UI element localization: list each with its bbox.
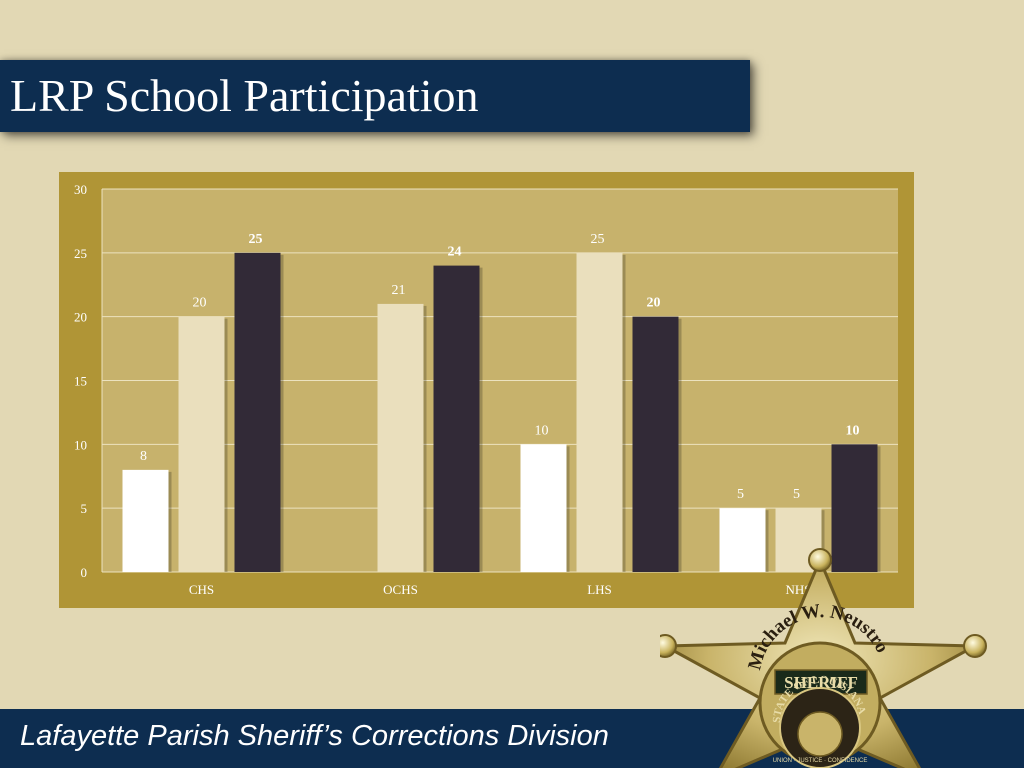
data-label: 25: [249, 232, 263, 247]
data-label: 20: [193, 296, 207, 311]
bar: [719, 508, 766, 572]
bar: [122, 469, 169, 572]
x-tick-label: OCHS: [383, 582, 418, 597]
y-tick-label: 15: [74, 374, 87, 389]
data-label: 5: [793, 487, 800, 502]
bar: [831, 444, 878, 572]
data-label: 24: [448, 245, 462, 260]
data-label: 10: [846, 423, 860, 438]
badge-rank: SHERIFF: [784, 673, 858, 692]
x-tick-label: LHS: [587, 582, 612, 597]
title-bar: LRP School Participation: [0, 60, 750, 132]
y-tick-label: 25: [74, 246, 87, 261]
data-label: 20: [647, 296, 661, 311]
bar-chart: 0 5 10 15 20 25 30 8 20 25 CHS 21 24 OCHS 10 25 20 LHS 5 5 1…: [74, 182, 898, 597]
data-label: 5: [737, 487, 744, 502]
chart-panel: 0 5 10 15 20 25 30 8 20 25 CHS 21 24 OCHS 10 25 20 LHS 5 5 1…: [59, 172, 914, 608]
bar: [377, 303, 424, 572]
badge-motto: UNION · JUSTICE · CONFIDENCE: [773, 758, 868, 764]
sheriff-star-badge-icon: Michael W. Neustrom SHERIFF STATE OF LOU…: [660, 548, 987, 768]
y-tick-label: 5: [81, 501, 88, 516]
data-label: 8: [140, 449, 147, 464]
y-tick-label: 30: [74, 182, 87, 197]
bar: [520, 444, 567, 572]
bar: [576, 252, 623, 572]
x-tick-label: CHS: [189, 582, 214, 597]
bar: [632, 316, 679, 572]
footer-text: Lafayette Parish Sheriff’s Corrections D…: [20, 720, 609, 752]
data-label: 10: [535, 423, 549, 438]
data-label: 25: [591, 232, 605, 247]
y-tick-label: 0: [81, 565, 88, 580]
y-tick-label: 10: [74, 437, 87, 452]
page-title: LRP School Participation: [10, 70, 479, 121]
y-tick-label: 20: [74, 310, 87, 325]
bar: [433, 265, 480, 572]
bar: [234, 252, 281, 572]
bar: [178, 316, 225, 572]
data-label: 21: [392, 283, 406, 298]
